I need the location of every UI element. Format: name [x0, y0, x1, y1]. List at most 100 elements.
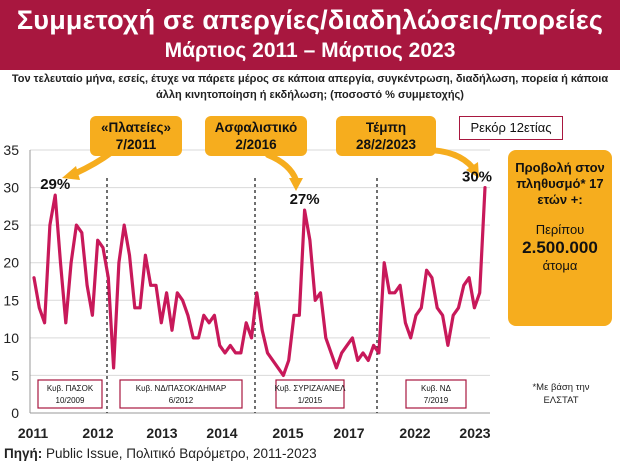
x-tick-label: 2013 — [146, 425, 177, 441]
data-point — [356, 359, 359, 362]
data-point — [303, 209, 306, 212]
data-point — [462, 284, 465, 287]
projection-approx: Περίπου — [535, 222, 585, 237]
data-point — [59, 261, 62, 264]
y-tick-label: 35 — [3, 142, 19, 158]
peak-label: 27% — [290, 191, 320, 208]
data-point — [314, 299, 317, 302]
data-point — [377, 351, 380, 354]
projection-heading: Προβολή στον πληθυσμό* 17 ετών +: — [515, 160, 605, 207]
data-point — [383, 261, 386, 264]
y-axis-ticks: 0 5 10 15 20 25 30 35 — [3, 142, 19, 421]
data-point — [86, 284, 88, 287]
data-point — [457, 306, 460, 309]
source-line: Πηγή: Public Issue, Πολιτικό Βαρόμετρο, … — [4, 446, 317, 461]
data-point — [420, 306, 423, 309]
data-point — [117, 261, 120, 264]
source-text: Public Issue, Πολιτικό Βαρόμετρο, 2011-2… — [42, 446, 317, 461]
grid-lines — [29, 149, 490, 414]
government-name: Κυβ. ΣΥΡΙΖΑ/ΑΝΕΛ — [275, 384, 346, 393]
callout-asfalistiko-title: Ασφαλιστικό — [214, 120, 298, 135]
data-point — [340, 351, 343, 354]
page-subtitle: Μάρτιος 2011 – Μάρτιος 2023 — [164, 39, 456, 62]
data-point — [123, 224, 126, 227]
data-point — [144, 254, 147, 257]
data-point — [245, 321, 248, 324]
projection-value: 2.500.000 — [522, 238, 598, 257]
title-banner: Συμμετοχή σε απεργίες/διαδηλώσεις/πορείε… — [0, 0, 620, 70]
survey-question: Τον τελευταίο μήνα, εσείς, έτυχε να πάρε… — [11, 73, 609, 101]
data-point — [192, 336, 195, 339]
x-tick-label: 2023 — [459, 425, 490, 441]
government-box — [37, 379, 103, 409]
data-point — [404, 321, 407, 324]
y-tick-label: 30 — [3, 180, 19, 196]
data-point — [335, 367, 338, 369]
data-point — [234, 351, 237, 354]
x-tick-label: 2022 — [399, 425, 430, 441]
data-point — [271, 359, 274, 362]
callout-tempi-date: 28/2/2023 — [355, 137, 417, 152]
data-point — [176, 291, 179, 294]
data-point — [446, 344, 449, 347]
government-dividers — [106, 178, 378, 413]
data-point — [261, 329, 264, 332]
data-point — [240, 351, 242, 354]
data-point — [372, 344, 375, 347]
arrow-asfalistiko — [265, 152, 299, 183]
arrow-plateies-head — [62, 166, 80, 180]
callout-plateies-title: «Πλατείες» — [100, 120, 172, 135]
government-date: 7/2019 — [424, 396, 449, 405]
data-point — [351, 336, 354, 339]
data-point — [160, 321, 163, 324]
y-tick-label: 20 — [3, 255, 19, 271]
data-point — [388, 291, 391, 294]
data-point — [75, 224, 78, 227]
callout-plateies-date: 7/2011 — [115, 137, 157, 152]
data-point — [309, 239, 311, 242]
data-point — [362, 351, 364, 354]
source-label: Πηγή: — [4, 446, 43, 461]
x-tick-label: 2011 — [18, 425, 49, 441]
data-point — [255, 291, 258, 294]
data-point — [197, 336, 200, 339]
government-name: Κυβ. ΝΔ/ΠΑΣΟΚ/ΔΗΜΑΡ — [136, 384, 226, 393]
data-point — [473, 306, 476, 309]
data-point — [133, 306, 136, 309]
data-point — [38, 306, 41, 309]
population-projection-box: Προβολή στον πληθυσμό* 17 ετών +: Περίπο… — [508, 150, 612, 326]
data-point — [293, 314, 295, 317]
y-tick-label: 10 — [3, 330, 19, 346]
data-point — [484, 186, 486, 189]
government-name: Κυβ. ΝΔ — [421, 384, 452, 393]
data-point — [298, 314, 301, 317]
data-point — [102, 246, 104, 249]
data-point — [186, 314, 189, 317]
data-point — [107, 276, 110, 279]
peak-label: 29% — [40, 176, 70, 193]
data-point — [478, 291, 481, 294]
peak-labels: 29% 27% 30% — [40, 169, 492, 209]
government-labels: Κυβ. ΠΑΣΟΚ 10/2009 Κυβ. ΝΔ/ΠΑΣΟΚ/ΔΗΜΑΡ 6/20… — [37, 379, 467, 409]
data-point — [468, 276, 470, 279]
peak-label: 30% — [462, 169, 492, 186]
data-point — [149, 284, 152, 287]
callout-asfalistiko: Ασφαλιστικό 2/2016 — [205, 116, 307, 156]
data-point — [181, 299, 184, 302]
data-point — [250, 336, 253, 339]
data-point — [139, 306, 142, 309]
data-point — [431, 276, 433, 279]
data-point — [96, 239, 99, 242]
government-name: Κυβ. ΠΑΣΟΚ — [47, 384, 94, 393]
government-box — [405, 379, 467, 409]
data-point — [367, 359, 370, 362]
data-point — [346, 344, 348, 347]
data-point — [277, 367, 279, 369]
y-tick-label: 0 — [11, 405, 19, 421]
callout-arrows — [62, 147, 479, 191]
x-tick-label: 2014 — [206, 425, 237, 441]
government-date: 10/2009 — [56, 396, 85, 405]
x-tick-label: 2015 — [272, 425, 303, 441]
data-point — [229, 344, 232, 347]
